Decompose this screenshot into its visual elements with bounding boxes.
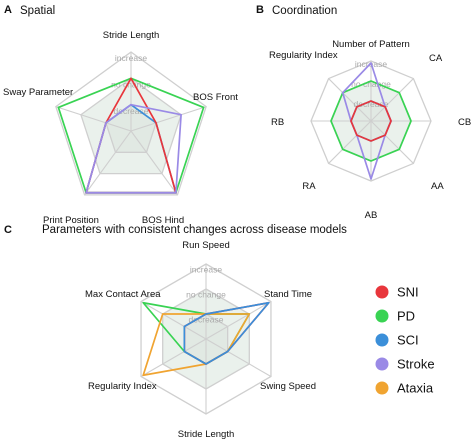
axis-label-stride-length: Stride Length <box>103 30 160 41</box>
axis-label-cb: CB <box>458 117 471 128</box>
spoke-max-contact-area <box>140 301 207 340</box>
series-sci <box>183 301 270 365</box>
legend-label-stroke: Stroke <box>397 357 435 372</box>
panel-b-letter: B <box>256 4 264 16</box>
axis-label-max-contact-area: Max Contact Area <box>85 289 161 300</box>
radar-chart-spatial: increase no change decrease Stride Length BO… <box>3 30 238 226</box>
legend: SNI PD SCI Stroke Ataxia <box>375 285 435 396</box>
legend-label-sni: SNI <box>397 285 419 300</box>
legend-swatch-ataxia <box>375 381 389 395</box>
axis-label-rb: RB <box>271 117 284 128</box>
axis-label-stride-length: Stride Length <box>178 429 235 440</box>
level-label-decrease: decrease <box>114 106 149 116</box>
legend-swatch-sni <box>375 285 389 299</box>
spoke-bos-hind <box>130 130 178 196</box>
grid-ring-3 <box>55 51 207 196</box>
spoke-regularity-index <box>328 78 372 122</box>
level-label-increase: increase <box>115 53 147 63</box>
spoke-aa <box>370 120 414 164</box>
level-label-increase: increase <box>190 265 222 275</box>
series-sni <box>350 100 392 142</box>
axis-label-regularity-index: Regularity Index <box>88 381 157 392</box>
axis-label-bos-front: BOS Front <box>193 92 238 103</box>
axis-label-bos-hind: BOS Hind <box>142 215 184 226</box>
legend-swatch-sci <box>375 333 389 347</box>
legend-label-sci: SCI <box>397 333 419 348</box>
level-label-no-change: no change <box>351 79 391 89</box>
axis-label-number-of-pattern: Number of Pattern <box>332 39 410 50</box>
axis-label-ra: RA <box>302 181 316 192</box>
axis-label-swing-speed: Swing Speed <box>260 381 316 392</box>
level-label-decrease: decrease <box>189 315 224 325</box>
panel-b-title: Coordination <box>272 5 337 17</box>
legend-label-pd: PD <box>397 309 415 324</box>
spoke-print-position <box>84 130 132 196</box>
radar-chart-consistent-changes: increase no change decrease Run Speed Stand … <box>85 240 316 440</box>
panel-c-title: Parameters with consistent changes acros… <box>42 224 347 236</box>
axis-label-sway-parameter: Sway Parameter <box>3 87 73 98</box>
axis-label-stand-time: Stand Time <box>264 289 312 300</box>
spoke-regularity-index <box>140 338 207 377</box>
axis-label-ab: AB <box>365 210 378 221</box>
spoke-swing-speed <box>205 338 272 377</box>
legend-swatch-stroke <box>375 357 389 371</box>
level-label-decrease: decrease <box>354 99 389 109</box>
legend-label-ataxia: Ataxia <box>397 381 434 396</box>
spoke-sway-parameter <box>55 106 132 132</box>
spoke-ca <box>370 78 414 122</box>
series-pd <box>330 80 412 162</box>
axis-label-print-position: Print Position <box>43 215 99 226</box>
level-label-no-change: no change <box>186 290 226 300</box>
spoke-ra <box>328 120 372 164</box>
panel-a-letter: A <box>4 4 12 16</box>
level-label-no-change: no change <box>111 80 151 90</box>
axis-label-regularity-index: Regularity Index <box>269 50 338 61</box>
axis-label-run-speed: Run Speed <box>182 240 230 251</box>
panel-a-title: Spatial <box>20 5 55 17</box>
axis-label-ca: CA <box>429 53 443 64</box>
legend-swatch-pd <box>375 309 389 323</box>
spoke-bos-front <box>130 106 207 132</box>
axis-label-aa: AA <box>431 181 444 192</box>
series-stroke <box>85 103 182 194</box>
spoke-stand-time <box>205 301 272 340</box>
panel-c-letter: C <box>4 224 12 236</box>
